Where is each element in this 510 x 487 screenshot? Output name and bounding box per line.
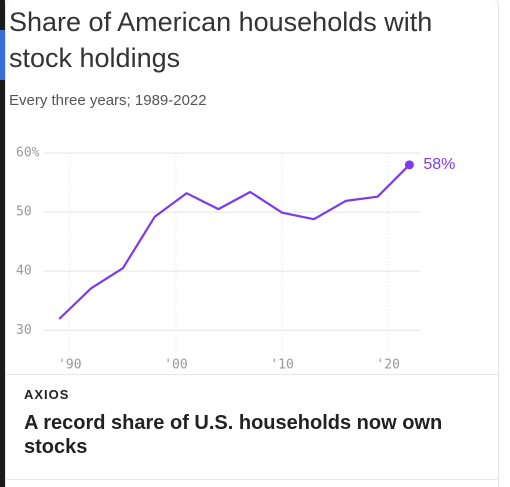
window-edge-accent [0,30,5,80]
card [5,0,499,487]
x-tick-label: '00 [164,358,187,373]
y-tick-label: 30 [16,323,32,338]
y-tick-label: 50 [16,205,32,220]
window-edge [0,0,5,487]
x-tick-label: '90 [58,358,81,373]
value-label: 58% [423,156,455,173]
separator [5,374,499,375]
y-tick-label: 60% [16,146,40,161]
chart-subtitle: Every three years; 1989-2022 [9,92,207,109]
x-tick-label: '10 [270,358,293,373]
end-point [404,160,414,170]
separator [5,479,499,480]
y-tick-label: 40 [16,264,32,279]
headline[interactable]: A record share of U.S. households now ow… [24,412,443,458]
x-tick-label: '20 [376,358,399,373]
chart-title: Share of American households with stock … [9,7,433,73]
brand[interactable]: AXIOS [24,387,70,402]
line [58,164,411,320]
